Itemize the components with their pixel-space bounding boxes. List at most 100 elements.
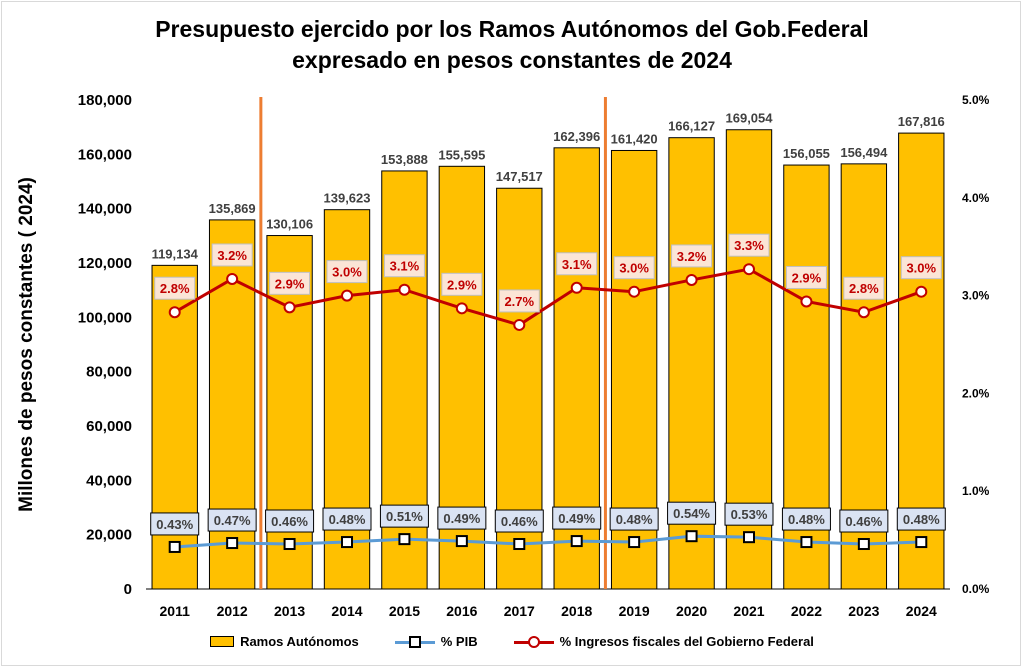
ingresos-data-label: 2.7% [498, 289, 540, 313]
pib-marker [915, 536, 928, 549]
ingresos-marker [341, 289, 353, 302]
y-tick-label: 180,000 [78, 92, 132, 109]
y-tick-label: 100,000 [78, 309, 132, 326]
bar-value-label: 156,494 [840, 145, 888, 160]
legend-label-pib: % PIB [440, 634, 478, 649]
pib-label-box [265, 509, 315, 533]
pib-label-text: 0.49% [443, 511, 480, 526]
x-tick-label: 2017 [504, 603, 535, 619]
legend-swatch-bar [210, 636, 235, 647]
pib-marker [455, 535, 468, 548]
pib-label-text: 0.48% [616, 512, 653, 527]
y2-tick-label: 0.0% [962, 582, 990, 596]
x-tick-label: 2013 [274, 603, 305, 619]
ingresos-data-label: 3.0% [900, 256, 942, 280]
y-axis-title: Millones de pesos constantes ( 2024) [16, 177, 37, 512]
ingresos-series: 2.8% 3.2% 2.9% 3.0% 3.1% 2.9% 2.7% 3.1% 3.0% 3.2%… [154, 233, 942, 331]
ingresos-label-box [843, 276, 885, 300]
pib-data-label: 0.49% [437, 506, 487, 530]
pib-data-label: 0.48% [609, 507, 659, 531]
pib-label-box [896, 507, 946, 531]
pib-marker [800, 536, 813, 549]
pib-marker [570, 535, 583, 548]
pib-marker [513, 538, 526, 551]
pib-marker [398, 533, 411, 546]
pib-data-label: 0.43% [150, 512, 200, 536]
ingresos-marker [168, 306, 181, 319]
pib-data-label: 0.49% [552, 506, 602, 530]
ingresos-marker [800, 295, 813, 308]
pib-data-label: 0.48% [322, 507, 372, 531]
y2-tick-label: 5.0% [962, 93, 990, 107]
bar-value-label: 169,054 [726, 111, 774, 126]
ingresos-label-box [441, 272, 483, 296]
ingresos-data-label: 3.0% [613, 256, 655, 280]
ingresos-label-text: 3.3% [734, 238, 764, 253]
x-tick-label: 2022 [791, 603, 822, 619]
pib-label-text: 0.49% [558, 511, 595, 526]
ingresos-label-text: 3.1% [390, 259, 420, 274]
legend-swatch-pib [394, 635, 435, 649]
chart-title-line-1: Presupuesto ejercido por los Ramos Autón… [155, 16, 869, 42]
bar-value-label: 155,595 [438, 147, 485, 162]
ingresos-label-box [556, 252, 598, 276]
legend-item-pib: % PIB [394, 634, 478, 649]
pib-label-text: 0.46% [271, 514, 308, 529]
ingresos-marker [398, 283, 411, 296]
pib-label-text: 0.48% [788, 512, 825, 527]
ingresos-label-box [785, 265, 827, 289]
pib-marker [283, 538, 296, 551]
bar-value-label: 130,106 [266, 217, 313, 232]
ingresos-data-label: 2.8% [843, 276, 885, 300]
pib-label-box [552, 506, 602, 530]
ingresos-label-box [728, 233, 770, 257]
pib-label-box [322, 507, 372, 531]
y2-tick-label: 2.0% [962, 386, 990, 400]
bar-value-label: 166,127 [668, 119, 715, 134]
ingresos-label-text: 3.0% [906, 261, 936, 276]
ingresos-line [173, 267, 922, 327]
bar-value-label: 139,623 [324, 191, 371, 206]
pib-label-box [437, 506, 487, 530]
ingresos-label-text: 2.8% [849, 281, 879, 296]
ingresos-data-label: 2.9% [785, 265, 827, 289]
bar-value-label: 147,517 [496, 169, 543, 184]
ingresos-label-text: 3.1% [562, 257, 592, 272]
ingresos-data-label: 3.0% [326, 260, 368, 284]
pib-label-box [839, 509, 889, 533]
bar-value-label: 161,420 [611, 131, 658, 146]
ingresos-marker [226, 272, 239, 285]
bar-value-label: 162,396 [553, 129, 600, 144]
ingresos-label-box [211, 243, 253, 267]
pib-label-box [494, 509, 544, 533]
pib-marker [341, 536, 353, 549]
ingresos-data-label: 3.2% [211, 243, 253, 267]
ingresos-label-text: 2.7% [504, 294, 534, 309]
pib-line [174, 534, 922, 549]
y-tick-label: 80,000 [86, 364, 132, 381]
ingresos-label-box [671, 244, 713, 268]
ingresos-marker [857, 306, 870, 319]
ingresos-marker [628, 285, 641, 298]
ingresos-marker [743, 263, 755, 276]
ingresos-data-label: 3.1% [556, 252, 598, 276]
pib-series: 0.43% 0.47% 0.46% 0.48% 0.51% 0.49% 0.46% 0.49%… [150, 501, 946, 553]
x-tick-label: 2019 [619, 603, 650, 619]
vertical-markers-layer [259, 97, 607, 589]
ingresos-data-label: 2.9% [269, 271, 311, 295]
bar-value-label: 156,055 [783, 146, 830, 161]
ingresos-marker [685, 273, 698, 286]
pib-label-box [207, 508, 257, 532]
x-tick-label: 2014 [331, 603, 362, 619]
ingresos-data-label: 2.9% [441, 272, 483, 296]
y2-tick-label: 4.0% [962, 191, 990, 205]
x-tick-label: 2015 [389, 603, 420, 619]
ingresos-label-text: 2.9% [275, 276, 305, 291]
y-axis-left: 0 20,000 40,000 60,000 80,000 100,000 120,000 1… [78, 92, 132, 598]
legend: Ramos Autónomos % PIB % Ingresos fiscale… [0, 634, 1024, 649]
pib-label-box [379, 504, 429, 528]
legend-item-ramos: Ramos Autónomos [210, 634, 359, 649]
pib-label-box [150, 512, 200, 536]
